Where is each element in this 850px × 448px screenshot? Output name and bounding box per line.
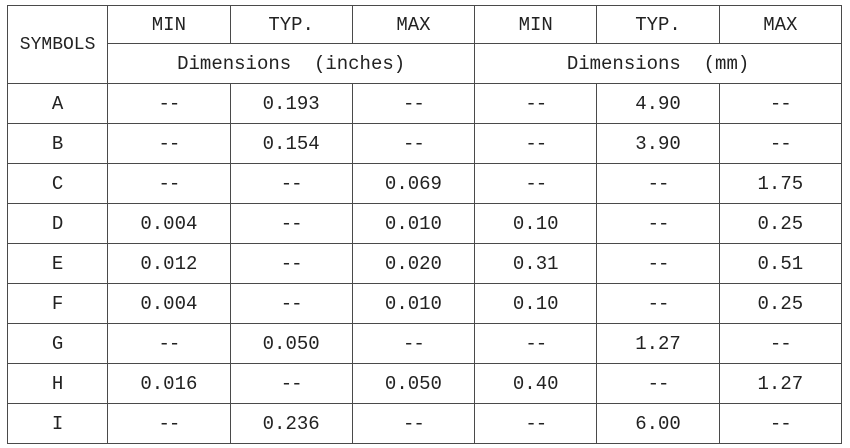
dimensions-table: SYMBOLS MIN TYP. MAX MIN TYP. MAX Dimens… xyxy=(6,5,843,444)
cell-typ-mm: 4.90 xyxy=(596,83,720,124)
cell-typ-mm: 6.00 xyxy=(596,403,720,444)
cell-min-inches: -- xyxy=(107,163,231,204)
cell-min-inches: 0.012 xyxy=(107,243,231,284)
cell-typ-mm: -- xyxy=(596,163,720,204)
table-row: H 0.016 -- 0.050 0.40 -- 1.27 xyxy=(6,363,843,404)
table-row: C -- -- 0.069 -- -- 1.75 xyxy=(6,163,843,204)
col-header-min-mm: MIN xyxy=(474,5,598,44)
table-row: D 0.004 -- 0.010 0.10 -- 0.25 xyxy=(6,203,843,244)
cell-min-mm: 0.40 xyxy=(474,363,598,404)
cell-typ-inches: 0.154 xyxy=(229,123,353,164)
cell-typ-mm: -- xyxy=(596,203,720,244)
cell-typ-inches: 0.193 xyxy=(229,83,353,124)
col-header-typ-inches: TYP. xyxy=(229,5,353,44)
cell-max-inches: -- xyxy=(351,323,476,364)
cell-max-inches: 0.020 xyxy=(351,243,476,284)
cell-min-inches: 0.004 xyxy=(107,203,231,244)
table-row: E 0.012 -- 0.020 0.31 -- 0.51 xyxy=(6,243,843,284)
cell-max-inches: -- xyxy=(351,83,476,124)
col-header-typ-mm: TYP. xyxy=(596,5,720,44)
cell-typ-inches: 0.050 xyxy=(229,323,353,364)
cell-max-inches: -- xyxy=(351,123,476,164)
cell-max-mm: -- xyxy=(718,123,843,164)
cell-max-inches: 0.069 xyxy=(351,163,476,204)
col-header-max-inches: MAX xyxy=(351,5,476,44)
table-body: A -- 0.193 -- -- 4.90 -- B -- 0.154 -- -- 3.90 -- C -- -… xyxy=(6,83,843,444)
symbol-cell: H xyxy=(6,363,109,404)
symbol-cell: G xyxy=(6,323,109,364)
cell-min-mm: 0.31 xyxy=(474,243,598,284)
cell-min-inches: -- xyxy=(107,123,231,164)
symbol-cell: I xyxy=(6,403,109,444)
symbol-cell: B xyxy=(6,123,109,164)
cell-max-mm: -- xyxy=(718,83,843,124)
cell-min-mm: -- xyxy=(474,123,598,164)
cell-typ-mm: -- xyxy=(596,243,720,284)
cell-typ-inches: -- xyxy=(229,363,353,404)
symbol-cell: E xyxy=(6,243,109,284)
cell-max-mm: 1.75 xyxy=(718,163,843,204)
symbol-cell: C xyxy=(6,163,109,204)
cell-max-mm: -- xyxy=(718,403,843,444)
group-header-inches: Dimensions (inches) xyxy=(107,43,476,84)
table-row: G -- 0.050 -- -- 1.27 -- xyxy=(6,323,843,364)
cell-min-mm: -- xyxy=(474,323,598,364)
cell-min-inches: -- xyxy=(107,403,231,444)
cell-max-mm: -- xyxy=(718,323,843,364)
cell-max-mm: 0.25 xyxy=(718,283,843,324)
symbol-cell: D xyxy=(6,203,109,244)
cell-typ-inches: -- xyxy=(229,203,353,244)
cell-typ-inches: -- xyxy=(229,163,353,204)
table-row: B -- 0.154 -- -- 3.90 -- xyxy=(6,123,843,164)
cell-max-inches: 0.010 xyxy=(351,283,476,324)
cell-min-inches: 0.004 xyxy=(107,283,231,324)
cell-min-inches: -- xyxy=(107,83,231,124)
cell-typ-mm: 1.27 xyxy=(596,323,720,364)
cell-max-inches: 0.010 xyxy=(351,203,476,244)
cell-min-mm: 0.10 xyxy=(474,283,598,324)
symbol-cell: F xyxy=(6,283,109,324)
col-header-min-inches: MIN xyxy=(107,5,231,44)
cell-typ-inches: 0.236 xyxy=(229,403,353,444)
cell-max-inches: 0.050 xyxy=(351,363,476,404)
cell-min-mm: 0.10 xyxy=(474,203,598,244)
cell-min-mm: -- xyxy=(474,83,598,124)
cell-max-mm: 0.25 xyxy=(718,203,843,244)
cell-typ-mm: -- xyxy=(596,283,720,324)
cell-max-mm: 0.51 xyxy=(718,243,843,284)
table-row: A -- 0.193 -- -- 4.90 -- xyxy=(6,83,843,124)
cell-min-mm: -- xyxy=(474,403,598,444)
table-row: F 0.004 -- 0.010 0.10 -- 0.25 xyxy=(6,283,843,324)
cell-max-inches: -- xyxy=(351,403,476,444)
cell-typ-mm: -- xyxy=(596,363,720,404)
cell-min-mm: -- xyxy=(474,163,598,204)
cell-typ-inches: -- xyxy=(229,283,353,324)
symbols-header: SYMBOLS xyxy=(6,5,109,84)
symbol-cell: A xyxy=(6,83,109,124)
header-row-units: Dimensions (inches) Dimensions (mm) xyxy=(8,43,842,84)
cell-min-inches: 0.016 xyxy=(107,363,231,404)
cell-typ-inches: -- xyxy=(229,243,353,284)
cell-max-mm: 1.27 xyxy=(718,363,843,404)
group-header-mm: Dimensions (mm) xyxy=(474,43,842,84)
header-row-limits: SYMBOLS MIN TYP. MAX MIN TYP. MAX xyxy=(6,5,843,84)
table-row: I -- 0.236 -- -- 6.00 -- xyxy=(6,403,843,444)
cell-typ-mm: 3.90 xyxy=(596,123,720,164)
cell-min-inches: -- xyxy=(107,323,231,364)
col-header-max-mm: MAX xyxy=(718,5,843,44)
